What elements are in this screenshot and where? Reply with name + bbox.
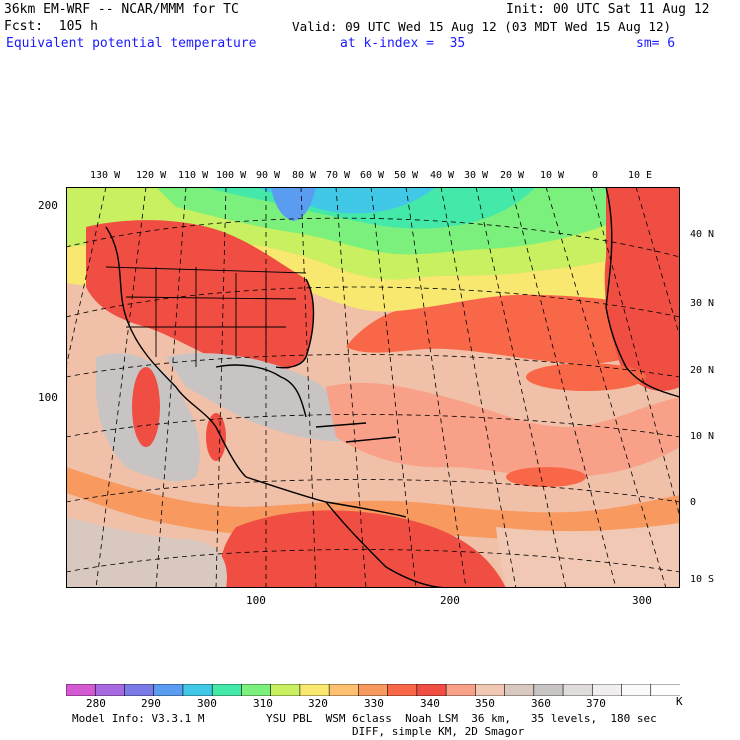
colorbar-swatch	[270, 683, 301, 697]
colorbar-tick: 350	[475, 697, 495, 710]
warm-patch	[526, 363, 646, 391]
colorbar-swatch	[416, 683, 447, 697]
theta-e-map	[66, 187, 680, 588]
colorbar-tick: 370	[586, 697, 606, 710]
lon-label: 50 W	[394, 170, 419, 181]
colorbar-swatch	[475, 683, 506, 697]
colorbar-swatch	[153, 683, 184, 697]
lon-label: 90 W	[256, 170, 281, 181]
grid-x-label: 200	[440, 594, 460, 607]
southern-grey-region	[66, 517, 227, 588]
lon-label: 120 W	[136, 170, 167, 181]
colorbar-swatch	[124, 683, 155, 697]
model-info: Model Info: V3.3.1 M	[72, 712, 205, 725]
lon-label: 40 W	[430, 170, 455, 181]
grid-y-label: 100	[38, 391, 58, 404]
colorbar-tick: 360	[531, 697, 551, 710]
equatorial-orange-band	[66, 467, 680, 541]
colorbar-swatch	[591, 683, 623, 697]
colorbar-swatch	[328, 683, 360, 697]
model-title: 36km EM-WRF -- NCAR/MMM for TC	[4, 2, 239, 17]
lon-label: 100 W	[216, 170, 247, 181]
lon-label: 10 W	[540, 170, 565, 181]
africa-hot-region	[604, 187, 680, 391]
colorbar-swatch	[358, 683, 389, 697]
colorbar-tick: 290	[141, 697, 161, 710]
lat-label: 10 N	[690, 431, 715, 442]
lon-label: 70 W	[326, 170, 351, 181]
physics-info: YSU PBL WSM 6class Noah LSM 36 km, 35 le…	[266, 712, 657, 725]
colorbar-tick: 300	[197, 697, 217, 710]
colorbar	[65, 681, 681, 697]
lat-label: 0	[690, 497, 697, 508]
lat-label: 10 S	[690, 574, 715, 585]
lat-label: 40 N	[690, 229, 715, 240]
political-boundaries	[105, 266, 307, 367]
colorbar-swatch	[94, 683, 126, 697]
colorbar-swatch	[299, 683, 330, 697]
colorbar-swatch	[211, 683, 243, 697]
graticule	[66, 187, 680, 588]
lon-label: 60 W	[360, 170, 385, 181]
colorbar-swatch	[241, 683, 272, 697]
hudson-blue-core	[271, 187, 316, 221]
warm-patch	[506, 467, 586, 487]
grid-x-label: 100	[246, 594, 266, 607]
map-frame	[66, 187, 680, 588]
field-name: Equivalent potential temperature	[6, 36, 257, 51]
level-label: at k-index = 35	[340, 36, 466, 51]
atlantic-warm-band	[346, 294, 680, 364]
map-canvas	[66, 187, 680, 588]
south-atlantic-pink	[496, 523, 680, 588]
warm-patch	[206, 413, 226, 461]
colorbar-tick: 330	[364, 697, 384, 710]
colorbar-units: K	[676, 695, 683, 708]
colorbar-tick: 280	[86, 697, 106, 710]
colorbar-swatch	[562, 683, 594, 697]
continent-hot-region	[86, 220, 314, 374]
warm-patch	[132, 367, 160, 447]
colorbar-swatch	[65, 683, 97, 697]
colorbar-swatch	[504, 683, 535, 697]
lat-label: 20 N	[690, 365, 715, 376]
colorbar-swatch	[445, 683, 477, 697]
colorbar-tick: 340	[420, 697, 440, 710]
lon-label: 0	[592, 170, 599, 181]
lon-label: 80 W	[292, 170, 317, 181]
init-time: Init: 00 UTC Sat 11 Aug 12	[506, 2, 710, 17]
coastlines	[105, 187, 680, 588]
colorbar-swatch	[387, 683, 418, 697]
smoothing-label: sm= 6	[636, 36, 676, 51]
colorbar-tick: 320	[308, 697, 328, 710]
colorbar-swatches	[65, 683, 681, 697]
lon-label: 130 W	[90, 170, 121, 181]
lon-label: 20 W	[500, 170, 525, 181]
forecast-hour: Fcst: 105 h	[4, 19, 98, 34]
lat-label: 30 N	[690, 298, 715, 309]
colorbar-tick: 310	[253, 697, 273, 710]
colorbar-swatch	[533, 683, 564, 697]
caribbean-pink	[326, 382, 680, 478]
colorbar-swatch	[182, 683, 213, 697]
colorbar-swatch	[621, 683, 652, 697]
lon-label: 10 E	[628, 170, 653, 181]
diffusion-info: DIFF, simple KM, 2D Smagor	[352, 725, 525, 738]
grid-x-label: 300	[632, 594, 652, 607]
grid-y-label: 200	[38, 199, 58, 212]
valid-time: Valid: 09 UTC Wed 15 Aug 12 (03 MDT Wed …	[292, 19, 672, 34]
lon-label: 30 W	[464, 170, 489, 181]
lon-label: 110 W	[178, 170, 209, 181]
